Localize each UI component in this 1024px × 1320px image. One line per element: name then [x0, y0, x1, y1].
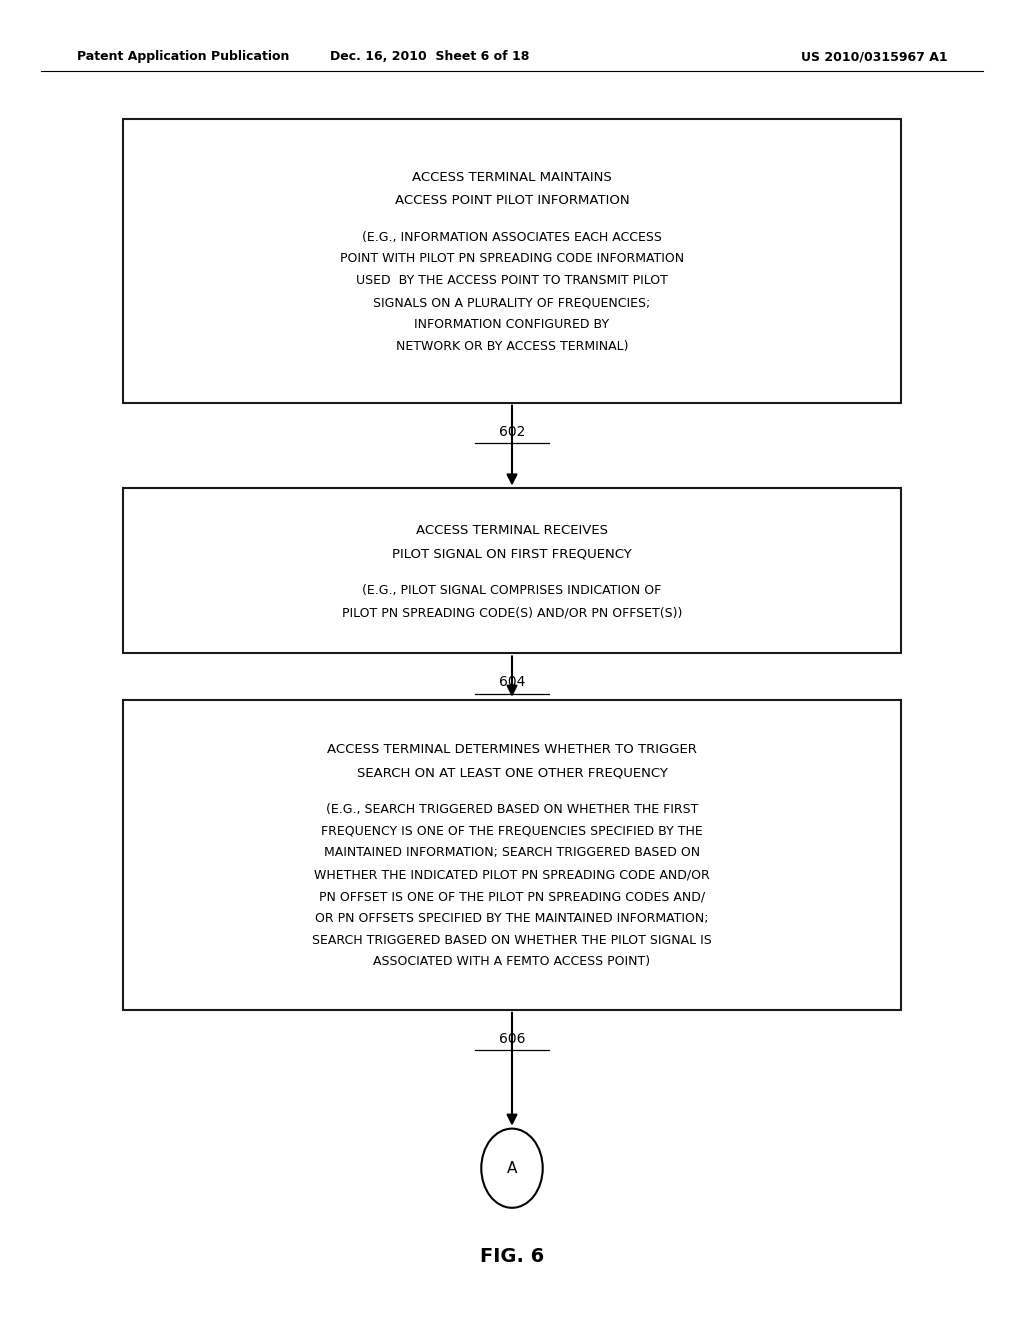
- Text: 606: 606: [499, 1032, 525, 1045]
- Text: SIGNALS ON A PLURALITY OF FREQUENCIES;: SIGNALS ON A PLURALITY OF FREQUENCIES;: [374, 296, 650, 309]
- Text: POINT WITH PILOT PN SPREADING CODE INFORMATION: POINT WITH PILOT PN SPREADING CODE INFOR…: [340, 252, 684, 265]
- Text: 604: 604: [499, 676, 525, 689]
- Text: ACCESS TERMINAL RECEIVES: ACCESS TERMINAL RECEIVES: [416, 524, 608, 537]
- Text: OR PN OFFSETS SPECIFIED BY THE MAINTAINED INFORMATION;: OR PN OFFSETS SPECIFIED BY THE MAINTAINE…: [315, 912, 709, 925]
- Text: SEARCH ON AT LEAST ONE OTHER FREQUENCY: SEARCH ON AT LEAST ONE OTHER FREQUENCY: [356, 766, 668, 779]
- Text: PN OFFSET IS ONE OF THE PILOT PN SPREADING CODES AND/: PN OFFSET IS ONE OF THE PILOT PN SPREADI…: [318, 890, 706, 903]
- Text: (E.G., SEARCH TRIGGERED BASED ON WHETHER THE FIRST: (E.G., SEARCH TRIGGERED BASED ON WHETHER…: [326, 803, 698, 816]
- Text: ACCESS TERMINAL MAINTAINS: ACCESS TERMINAL MAINTAINS: [412, 170, 612, 183]
- Text: WHETHER THE INDICATED PILOT PN SPREADING CODE AND/OR: WHETHER THE INDICATED PILOT PN SPREADING…: [314, 869, 710, 882]
- Text: ACCESS POINT PILOT INFORMATION: ACCESS POINT PILOT INFORMATION: [394, 194, 630, 207]
- Text: US 2010/0315967 A1: US 2010/0315967 A1: [801, 50, 947, 63]
- Text: INFORMATION CONFIGURED BY: INFORMATION CONFIGURED BY: [415, 318, 609, 331]
- Text: Patent Application Publication: Patent Application Publication: [77, 50, 289, 63]
- Text: ACCESS TERMINAL DETERMINES WHETHER TO TRIGGER: ACCESS TERMINAL DETERMINES WHETHER TO TR…: [327, 743, 697, 756]
- Text: SEARCH TRIGGERED BASED ON WHETHER THE PILOT SIGNAL IS: SEARCH TRIGGERED BASED ON WHETHER THE PI…: [312, 933, 712, 946]
- Text: NETWORK OR BY ACCESS TERMINAL): NETWORK OR BY ACCESS TERMINAL): [395, 339, 629, 352]
- Text: 602: 602: [499, 425, 525, 438]
- Text: (E.G., PILOT SIGNAL COMPRISES INDICATION OF: (E.G., PILOT SIGNAL COMPRISES INDICATION…: [362, 585, 662, 598]
- Text: ASSOCIATED WITH A FEMTO ACCESS POINT): ASSOCIATED WITH A FEMTO ACCESS POINT): [374, 956, 650, 969]
- Text: A: A: [507, 1160, 517, 1176]
- FancyBboxPatch shape: [123, 700, 901, 1010]
- Text: FREQUENCY IS ONE OF THE FREQUENCIES SPECIFIED BY THE: FREQUENCY IS ONE OF THE FREQUENCIES SPEC…: [322, 825, 702, 838]
- Text: PILOT SIGNAL ON FIRST FREQUENCY: PILOT SIGNAL ON FIRST FREQUENCY: [392, 548, 632, 561]
- Text: PILOT PN SPREADING CODE(S) AND/OR PN OFFSET(S)): PILOT PN SPREADING CODE(S) AND/OR PN OFF…: [342, 606, 682, 619]
- FancyBboxPatch shape: [123, 488, 901, 653]
- Text: USED  BY THE ACCESS POINT TO TRANSMIT PILOT: USED BY THE ACCESS POINT TO TRANSMIT PIL…: [356, 275, 668, 288]
- FancyBboxPatch shape: [123, 119, 901, 403]
- Text: Dec. 16, 2010  Sheet 6 of 18: Dec. 16, 2010 Sheet 6 of 18: [331, 50, 529, 63]
- Text: MAINTAINED INFORMATION; SEARCH TRIGGERED BASED ON: MAINTAINED INFORMATION; SEARCH TRIGGERED…: [324, 846, 700, 859]
- Text: FIG. 6: FIG. 6: [480, 1247, 544, 1266]
- Text: (E.G., INFORMATION ASSOCIATES EACH ACCESS: (E.G., INFORMATION ASSOCIATES EACH ACCES…: [362, 231, 662, 244]
